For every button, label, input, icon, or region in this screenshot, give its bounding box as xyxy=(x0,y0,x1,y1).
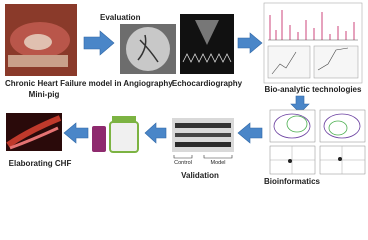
arrow xyxy=(237,32,263,54)
arrow xyxy=(144,122,167,144)
bioinformatics-label: Bioinformatics xyxy=(264,177,321,186)
group-label: Control xyxy=(174,160,192,166)
model-label: Mini-pig xyxy=(29,90,60,99)
drug-image xyxy=(92,116,139,153)
plots-image xyxy=(269,109,366,175)
validation-label: Validation xyxy=(181,171,219,180)
group-label: Model xyxy=(211,160,226,166)
arrow xyxy=(83,30,115,56)
arrow xyxy=(237,122,263,144)
blot-image xyxy=(172,118,234,159)
arrow xyxy=(290,95,310,114)
angiography-label: Angiography xyxy=(123,79,173,88)
echo-image xyxy=(180,14,234,74)
arrow xyxy=(63,122,89,144)
echo-label: Echocardiography xyxy=(172,79,243,88)
surgery-photo xyxy=(5,4,77,76)
bioanalytic-label: Bio-analytic technologies xyxy=(265,85,362,94)
evaluation-label: Evaluation xyxy=(100,13,141,22)
model-label: Chronic Heart Failure model in xyxy=(5,79,122,88)
vessel-image xyxy=(6,113,62,151)
elaborating-label: Elaborating CHF xyxy=(9,159,72,168)
spectra-image xyxy=(263,2,363,84)
angiography-image xyxy=(120,24,176,74)
figure: Evaluation Angiography Echocardiography … xyxy=(5,2,366,186)
